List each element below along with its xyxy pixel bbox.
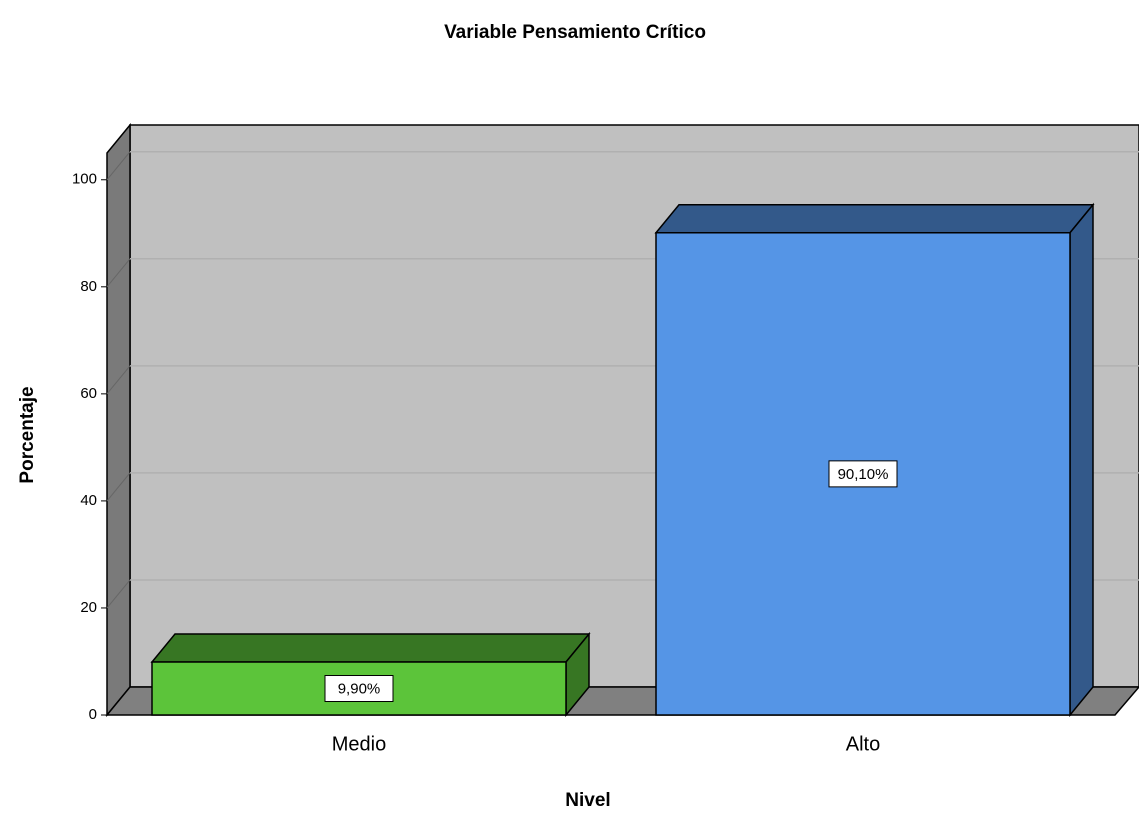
bar-top [150, 633, 591, 663]
side-wall [106, 122, 131, 718]
bar-side [1069, 202, 1094, 718]
y-tick-label: 100 [72, 171, 97, 188]
y-tick-label: 40 [80, 492, 97, 509]
grid-line [106, 258, 131, 288]
y-tick-label: 20 [80, 599, 97, 616]
grid-line [106, 472, 131, 502]
bar [150, 631, 591, 718]
value-label: 90,10% [838, 466, 889, 483]
value-label: 9,90% [338, 680, 381, 697]
x-tick-label: Medio [332, 733, 386, 755]
bar [654, 202, 1095, 718]
value-label-box [324, 675, 394, 703]
y-tick-label: 0 [89, 706, 97, 723]
value-label-box [828, 460, 898, 488]
x-tick-label: Alto [846, 733, 880, 755]
grid-line [106, 151, 131, 181]
y-tick-label: 60 [80, 385, 97, 402]
chart-title: Variable Pensamiento Crítico [444, 22, 706, 43]
x-axis-label: Nivel [565, 790, 610, 811]
grid-line [106, 579, 131, 609]
y-axis-label: Porcentaje [17, 386, 38, 483]
y-tick-label: 80 [80, 278, 97, 295]
grid-line [106, 365, 131, 395]
bar-top [654, 204, 1095, 234]
